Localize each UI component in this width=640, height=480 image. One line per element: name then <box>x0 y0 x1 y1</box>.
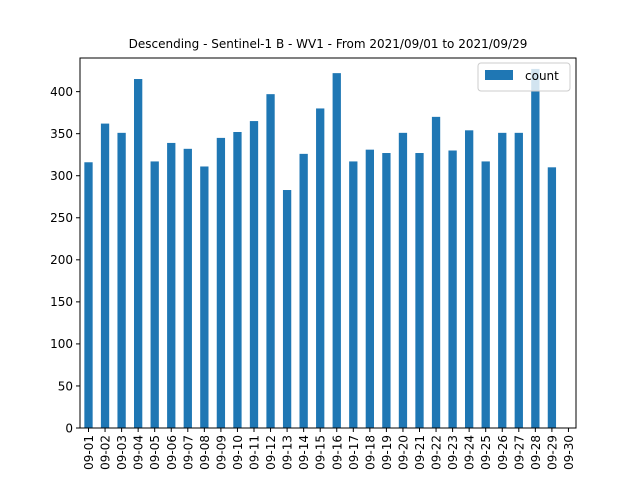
x-tick-label: 09-02 <box>99 435 113 470</box>
x-tick-label: 09-15 <box>314 435 328 470</box>
y-tick-label: 400 <box>50 85 73 99</box>
x-tick-label: 09-03 <box>115 435 129 470</box>
legend: count <box>477 62 571 92</box>
x-tick-label: 09-09 <box>214 435 228 470</box>
x-tick-label: 09-20 <box>396 435 410 470</box>
bar-09-08 <box>200 166 209 429</box>
bars-group <box>84 68 557 429</box>
x-tick-label: 09-11 <box>248 435 262 470</box>
x-tick-label: 09-04 <box>132 435 146 470</box>
x-tick-label: 09-13 <box>281 435 295 470</box>
bar-09-04 <box>134 79 143 429</box>
bar-09-06 <box>167 142 176 428</box>
x-tick-label: 09-21 <box>413 435 427 470</box>
x-tick-label: 09-05 <box>148 435 162 470</box>
legend-swatch <box>485 70 513 80</box>
bar-09-15 <box>316 108 325 428</box>
bar-09-11 <box>249 121 259 428</box>
x-tick-label: 09-06 <box>165 435 179 470</box>
x-tick-label: 09-22 <box>430 435 444 470</box>
x-tick-label: 09-18 <box>363 435 377 470</box>
x-tick-label: 09-07 <box>181 435 195 470</box>
bar-09-27 <box>514 132 523 428</box>
bar-09-18 <box>365 149 374 428</box>
bar-09-24 <box>465 130 474 428</box>
bar-09-25 <box>481 161 490 428</box>
x-tick-label: 09-25 <box>479 435 493 470</box>
bar-09-28 <box>531 68 540 429</box>
x-tick-label: 09-30 <box>562 435 576 470</box>
bar-09-12 <box>266 94 275 428</box>
x-tick-label: 09-01 <box>82 435 96 470</box>
x-tick-label: 09-26 <box>496 435 510 470</box>
x-tick-label: 09-19 <box>380 435 394 470</box>
bar-09-02 <box>100 123 110 428</box>
y-tick-label: 200 <box>50 253 73 267</box>
y-tick-label: 100 <box>50 337 73 351</box>
y-tick-label: 250 <box>50 211 73 225</box>
bar-09-20 <box>398 132 408 428</box>
legend-label-count: count <box>525 69 559 83</box>
x-tick-label: 09-29 <box>545 435 559 470</box>
y-axis: 0 50 100 150 200 250 300 350 400 <box>50 85 80 435</box>
x-tick-label: 09-24 <box>463 435 477 470</box>
bar-09-13 <box>282 190 292 428</box>
plot-frame <box>79 57 577 429</box>
bar-09-05 <box>150 161 159 428</box>
bar-09-03 <box>117 132 126 428</box>
chart-title: Descending - Sentinel-1 B - WV1 - From 2… <box>129 37 528 51</box>
x-tick-label: 09-23 <box>446 435 460 470</box>
bar-09-19 <box>382 153 391 428</box>
bar-09-23 <box>448 150 457 428</box>
bar-09-09 <box>216 137 226 428</box>
x-tick-label: 09-08 <box>198 435 212 470</box>
y-tick-label: 300 <box>50 169 73 183</box>
x-axis: 09-01 09-02 09-03 09-04 09-05 09-06 09-07 09-08… <box>82 428 576 470</box>
x-tick-label: 09-28 <box>529 435 543 470</box>
bar-09-07 <box>183 148 192 428</box>
bar-09-14 <box>299 153 308 429</box>
bar-09-29 <box>547 167 557 428</box>
x-tick-label: 09-16 <box>330 435 344 470</box>
y-tick-label: 150 <box>50 295 73 309</box>
bar-09-22 <box>431 116 441 429</box>
bar-09-01 <box>84 162 93 428</box>
bar-09-21 <box>415 153 424 428</box>
x-tick-label: 09-12 <box>264 435 278 470</box>
bar-09-17 <box>349 161 358 428</box>
y-tick-label: 350 <box>50 127 73 141</box>
y-tick-label: 50 <box>58 379 73 393</box>
bar-09-16 <box>332 73 341 428</box>
x-tick-label: 09-14 <box>297 435 311 470</box>
bar-09-10 <box>233 132 242 428</box>
x-tick-label: 09-17 <box>347 435 361 470</box>
bar-09-26 <box>498 132 507 428</box>
x-tick-label: 09-10 <box>231 435 245 470</box>
x-tick-label: 09-27 <box>512 435 526 470</box>
y-tick-label: 0 <box>65 421 73 435</box>
